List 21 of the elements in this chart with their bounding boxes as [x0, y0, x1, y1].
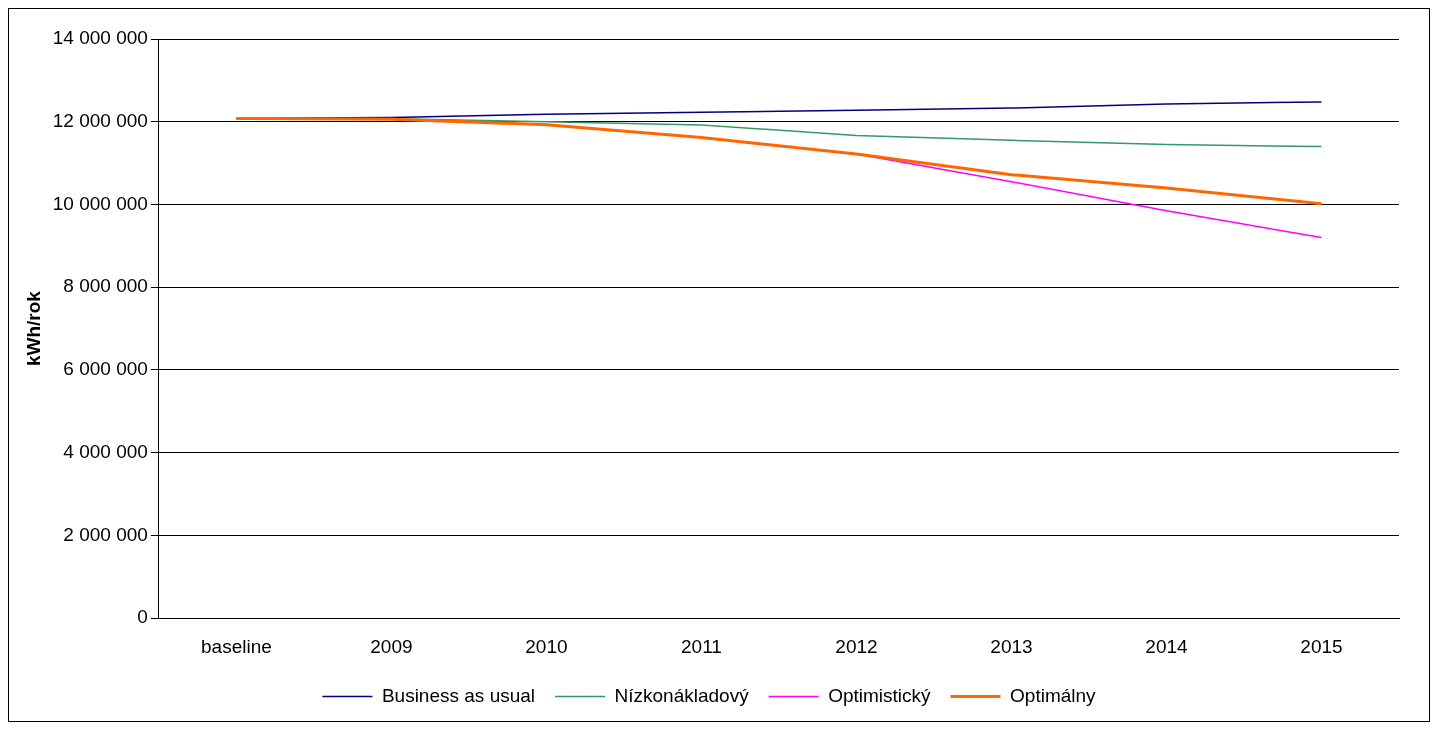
legend-label: Optimistický — [828, 684, 932, 706]
legend-label: Optimálny — [1010, 684, 1097, 706]
x-tick-label: 2015 — [1300, 635, 1343, 657]
x-tick-label: 2014 — [1145, 635, 1189, 657]
x-tick-label: 2011 — [681, 635, 722, 657]
x-tick-label: 2012 — [835, 635, 878, 657]
y-tick-label: 10 000 000 — [52, 192, 148, 214]
y-axis-title: kWh/rok — [22, 290, 44, 367]
x-tick-label: 2013 — [990, 635, 1033, 657]
x-tick-label: 2009 — [370, 635, 413, 657]
y-tick-label: 0 — [137, 606, 148, 628]
y-tick-label: 14 000 000 — [52, 27, 148, 49]
y-tick-label: 6 000 000 — [63, 358, 148, 380]
y-tick-label: 8 000 000 — [63, 275, 148, 297]
x-tick-label: 2010 — [525, 635, 568, 657]
x-tick-label: baseline — [201, 635, 272, 657]
y-tick-label: 4 000 000 — [63, 440, 148, 462]
legend-label: Nízkonákladový — [614, 684, 750, 706]
y-tick-label: 12 000 000 — [52, 109, 148, 131]
y-tick-label: 2 000 000 — [63, 523, 148, 545]
legend-label: Business as usual — [381, 684, 536, 706]
